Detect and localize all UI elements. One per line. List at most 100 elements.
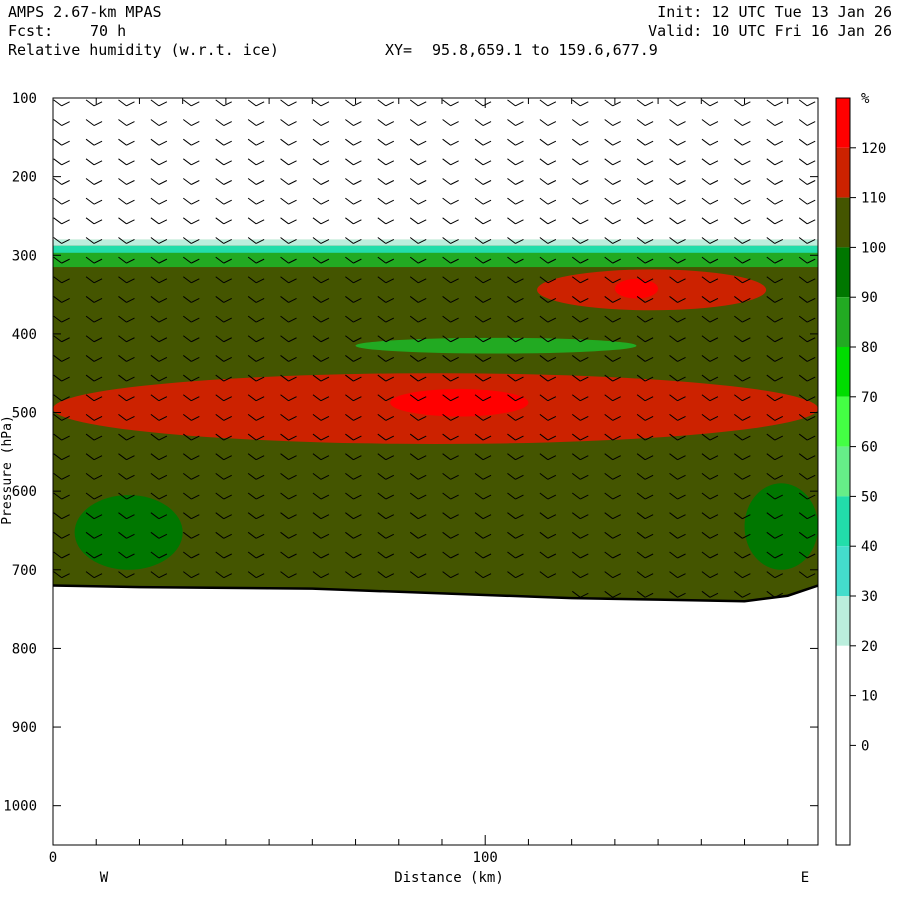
wind-barb-99 <box>150 571 168 579</box>
wind-barb-59 <box>118 276 135 284</box>
y-tick-label-8: 900 <box>12 720 37 736</box>
wind-barb-214 <box>312 374 330 382</box>
wind-barb-86 <box>150 315 168 323</box>
wind-barb-524 <box>701 492 719 500</box>
wind-barb-476 <box>636 571 654 579</box>
colorbar-label-9: 30 <box>861 589 878 605</box>
wind-barb-485 <box>669 237 686 244</box>
wind-barb-555 <box>734 590 751 598</box>
wind-barb-293 <box>409 453 427 461</box>
wind-barb-36 <box>85 315 103 323</box>
wind-barb-539 <box>734 276 751 284</box>
wind-barb-124 <box>183 571 200 579</box>
wind-barb-460 <box>636 256 654 264</box>
colorbar-swatch-7 <box>836 446 850 497</box>
wind-barb-586 <box>798 178 816 185</box>
wind-barb-578 <box>766 531 784 539</box>
wind-barb-188 <box>280 355 297 362</box>
wind-barb-26 <box>85 119 103 126</box>
y-tick-label-7: 800 <box>12 641 37 657</box>
wind-barb-412 <box>571 335 589 343</box>
wind-barb-464 <box>636 335 654 343</box>
wind-barb-419 <box>571 472 589 480</box>
wind-barb-262 <box>377 335 395 343</box>
wind-barb-1 <box>53 119 70 126</box>
wind-barb-303 <box>442 158 459 166</box>
wind-barb-366 <box>507 413 524 421</box>
wind-barb-512 <box>701 256 719 264</box>
wind-barb-391 <box>539 413 557 421</box>
wind-barb-247 <box>345 531 362 539</box>
wind-barb-417 <box>571 433 589 441</box>
wind-barb-109 <box>183 276 200 284</box>
wind-barb-525 <box>701 512 719 520</box>
wind-barb-404 <box>571 178 589 185</box>
wind-barb-222 <box>312 531 330 539</box>
wind-barb-309 <box>442 276 459 284</box>
wind-barb-218 <box>312 453 330 461</box>
wind-barb-450 <box>604 571 621 579</box>
wind-barb-150 <box>247 99 265 107</box>
wind-barb-597 <box>798 394 816 402</box>
wind-barb-147 <box>215 531 232 539</box>
wind-barb-274 <box>377 571 395 579</box>
colorbar-label-4: 80 <box>861 340 878 356</box>
wind-barb-507 <box>701 158 719 166</box>
wind-barb-92 <box>150 433 168 441</box>
wind-barb-429 <box>604 158 621 166</box>
wind-barb-340 <box>474 394 492 402</box>
wind-barb-332 <box>474 237 492 244</box>
wind-barb-306 <box>442 217 459 225</box>
wind-barb-204 <box>312 178 330 185</box>
colorbar-swatch-1 <box>836 147 850 198</box>
colorbar-swatch-0 <box>836 98 850 148</box>
wind-barb-137 <box>215 335 232 343</box>
high-rh-band-3 <box>614 278 659 299</box>
wind-barb-236 <box>345 315 362 323</box>
wind-barb-64 <box>118 374 135 382</box>
rh-layer-3 <box>53 252 818 268</box>
wind-barb-383 <box>539 256 557 264</box>
wind-barb-475 <box>636 551 654 559</box>
wind-barb-528 <box>701 571 719 579</box>
wind-barb-594 <box>798 335 816 343</box>
wind-barb-364 <box>507 374 524 382</box>
colorbar-swatch-10 <box>836 596 850 646</box>
wind-barb-103 <box>183 158 200 166</box>
wind-barb-228 <box>345 158 362 166</box>
y-tick-label-4: 500 <box>12 406 37 422</box>
wind-barb-157 <box>247 237 265 244</box>
wind-barb-504 <box>701 99 719 107</box>
wind-barb-488 <box>669 296 686 303</box>
wind-barb-392 <box>539 433 557 441</box>
wind-barb-183 <box>280 256 297 264</box>
wind-barb-315 <box>442 394 459 402</box>
wind-barb-233 <box>345 256 362 264</box>
wind-barb-178 <box>280 158 297 166</box>
wind-barb-156 <box>247 217 265 225</box>
wind-barb-330 <box>474 197 492 205</box>
wind-barb-29 <box>85 178 103 185</box>
wind-barb-470 <box>636 453 654 461</box>
wind-barb-44 <box>85 472 103 480</box>
wind-barb-540 <box>734 296 751 303</box>
wind-barb-213 <box>312 355 330 362</box>
wind-barb-266 <box>377 413 395 421</box>
wind-barb-563 <box>766 237 784 244</box>
wind-barb-203 <box>312 158 330 166</box>
wind-barb-570 <box>766 374 784 382</box>
wind-barb-381 <box>539 217 557 225</box>
wind-barb-41 <box>85 413 103 421</box>
wind-barb-240 <box>345 394 362 402</box>
wind-barb-554 <box>734 571 751 579</box>
wind-barb-604 <box>798 531 816 539</box>
wind-barb-547 <box>734 433 751 441</box>
wind-barb-138 <box>215 355 232 362</box>
wind-barb-561 <box>766 197 784 205</box>
wind-barb-216 <box>312 413 330 421</box>
wind-barb-191 <box>280 413 297 421</box>
wind-barb-541 <box>734 315 751 323</box>
wind-barb-493 <box>669 394 686 402</box>
wind-barb-287 <box>409 335 427 343</box>
wind-barb-589 <box>798 237 816 244</box>
